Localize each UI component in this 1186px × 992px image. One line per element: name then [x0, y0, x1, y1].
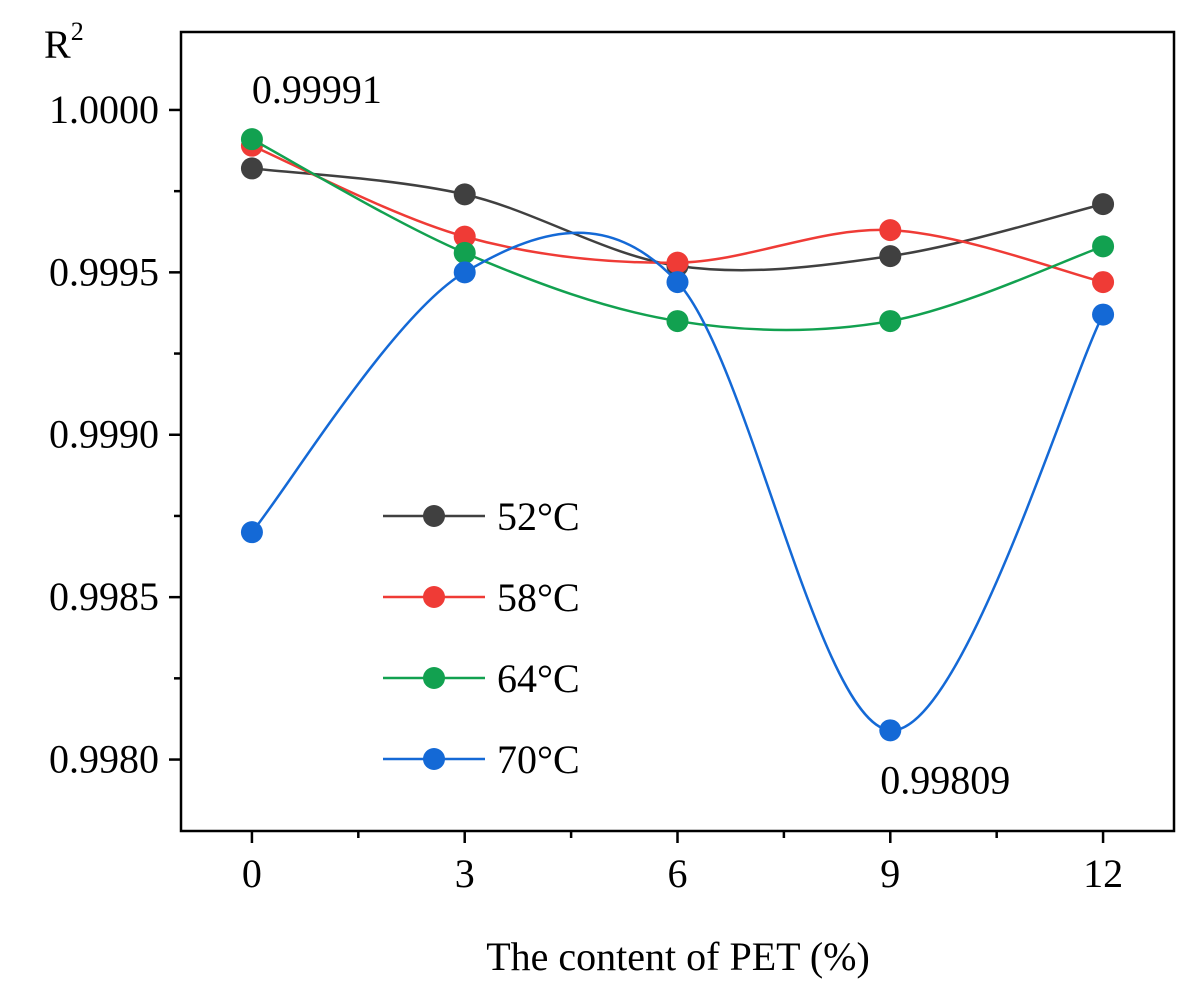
series-line — [250, 231, 1105, 732]
data-point — [240, 128, 263, 151]
series-2 — [240, 134, 1115, 294]
legend-marker — [423, 748, 445, 770]
labels-layer: The content of PET (%) R2 — [44, 17, 870, 979]
series-line — [251, 138, 1104, 332]
data-point — [666, 251, 689, 274]
y-tick-label: 0.9985 — [49, 574, 159, 619]
y-tick-label: 0.9990 — [49, 412, 159, 457]
legend-marker — [423, 586, 445, 608]
data-point — [453, 261, 476, 284]
y-tick-label: 0.9995 — [49, 249, 159, 294]
legend-label: 70°C — [497, 737, 580, 782]
legend-label: 64°C — [497, 656, 580, 701]
x-tick-label: 9 — [880, 851, 900, 896]
data-point — [879, 219, 902, 242]
annotation-min: 0.99809 — [880, 757, 1010, 802]
annotations: 0.99991 0.99809 — [252, 67, 1010, 802]
data-point — [666, 271, 689, 294]
x-tick-label: 6 — [668, 851, 688, 896]
legend-entry: 52°C — [383, 494, 580, 539]
legend-marker — [423, 667, 445, 689]
legend-marker — [423, 505, 445, 527]
data-point — [240, 521, 263, 544]
data-point — [879, 719, 902, 742]
data-point — [453, 225, 476, 248]
series-4 — [240, 231, 1115, 742]
y-axis-title-main: R — [44, 22, 71, 67]
legend-entry: 58°C — [383, 575, 580, 620]
axes-layer: 0.9980 0.9985 0.9990 0.9995 1.0000 0 3 6 9 12 — [49, 30, 1176, 896]
y-tick-label: 0.9980 — [49, 737, 159, 782]
legend-entry: 70°C — [383, 737, 580, 782]
series-3 — [240, 128, 1115, 333]
data-point — [1092, 303, 1115, 326]
legend-entry: 64°C — [383, 656, 580, 701]
x-tick-label: 12 — [1083, 851, 1123, 896]
annotation-max: 0.99991 — [252, 67, 382, 112]
data-point — [1092, 271, 1115, 294]
x-tick-label: 3 — [455, 851, 475, 896]
legend-label: 58°C — [497, 575, 580, 620]
y-tick-label: 1.0000 — [49, 87, 159, 132]
legend: 52°C 58°C 64°C 70°C — [383, 494, 580, 782]
y-axis-title: R2 — [44, 17, 84, 67]
y-axis-title-superscript: 2 — [71, 17, 84, 46]
data-point — [1092, 193, 1115, 216]
data-point — [1092, 235, 1115, 258]
plot-frame — [179, 30, 1176, 833]
data-point — [666, 310, 689, 333]
x-tick-label: 0 — [242, 851, 262, 896]
data-point — [453, 241, 476, 264]
data-point — [879, 245, 902, 268]
data-point — [453, 183, 476, 206]
series-layer — [240, 128, 1115, 742]
data-point — [879, 310, 902, 333]
data-point — [240, 157, 263, 180]
x-axis-title: The content of PET (%) — [486, 934, 870, 979]
legend-label: 52°C — [497, 494, 580, 539]
